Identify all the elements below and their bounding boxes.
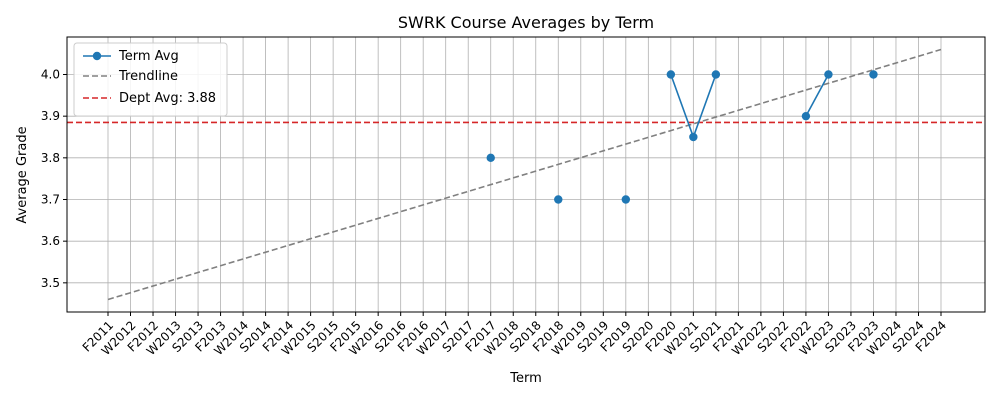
term-avg-segment [805, 74, 830, 117]
legend-term-avg-label: Term Avg [118, 49, 179, 64]
term-avg-point [486, 153, 495, 163]
x-axis-title: Term [509, 371, 542, 386]
y-tick-label: 3.9 [41, 109, 60, 123]
term-avg-point [689, 132, 698, 142]
series-layer [67, 48, 985, 301]
term-avg-point [711, 70, 721, 79]
legend-term-avg-marker [92, 51, 102, 61]
term-avg-segment [692, 74, 717, 138]
legend-trendline-label: Trendline [118, 69, 178, 84]
term-avg-point [801, 111, 811, 121]
legend-dept-avg-label: Dept Avg: 3.88 [119, 91, 216, 106]
trendline [107, 48, 942, 301]
y-tick-label: 3.5 [41, 276, 60, 290]
legend-box [73, 42, 228, 117]
term-avg-point [869, 70, 878, 79]
term-avg-segment [670, 74, 695, 138]
legend: Term Avg Trendline Dept Avg: 3.88 [73, 42, 228, 117]
term-avg-point [621, 195, 631, 204]
y-axis-title: Average Grade [15, 126, 30, 223]
y-tick-label: 3.7 [41, 193, 60, 207]
chart-title: SWRK Course Averages by Term [398, 13, 654, 32]
plot-frame [66, 36, 986, 313]
y-tick-label: 4.0 [41, 68, 60, 82]
term-avg-point [554, 195, 563, 204]
y-tick-label: 3.8 [41, 151, 60, 165]
term-avg-point [824, 70, 833, 79]
term-avg-point [666, 70, 676, 79]
y-axis: 3.5 3.6 3.7 3.8 3.9 4.0 [41, 68, 67, 290]
y-tick-label: 3.6 [41, 234, 60, 248]
